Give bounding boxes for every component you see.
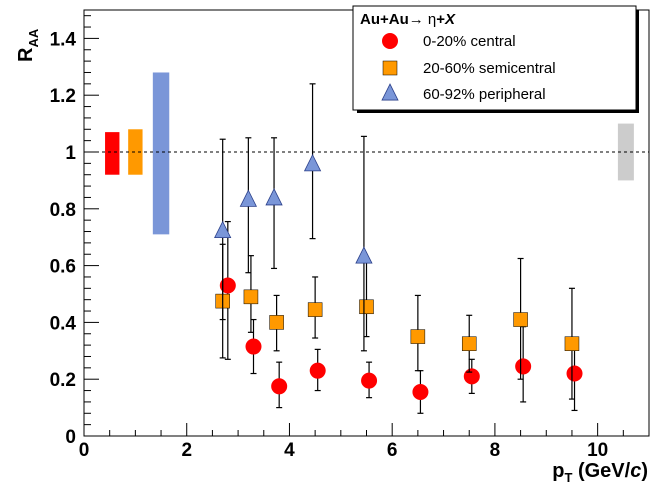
x-axis-label: pT (GeV/c) [552, 460, 648, 485]
y-tick-label: 1.4 [50, 29, 77, 50]
legend-title-b: η [428, 11, 436, 28]
data-point [303, 153, 322, 172]
legend-title: Au+Au→ η+X [360, 11, 456, 28]
x-tick-label: 8 [490, 440, 501, 461]
data-point [271, 378, 288, 395]
x-axis-label-unit-c: c [630, 460, 641, 482]
sys-band-3 [152, 72, 170, 235]
data-point [412, 383, 429, 400]
data-point [361, 372, 378, 389]
x-axis-label-main: p [552, 460, 564, 482]
legend-marker-1 [382, 33, 398, 49]
sys-band-2 [128, 129, 143, 175]
data-point [239, 189, 258, 207]
legend-title-c: + [436, 11, 445, 28]
series-3 [214, 83, 373, 352]
data-point [566, 365, 583, 382]
legend-label-2: 20-60% semicentral [423, 60, 556, 77]
y-tick-label: 0.6 [50, 257, 76, 278]
data-point [463, 368, 480, 385]
data-point [515, 358, 532, 375]
legend-shadow-right [636, 10, 639, 113]
data-point [355, 246, 373, 264]
x-tick-label: 0 [79, 440, 90, 461]
legend-title-d: X [444, 11, 456, 28]
x-axis-label-unit: (GeV/ [572, 460, 630, 482]
y-tick-label: 0 [65, 427, 76, 448]
x-tick-label: 6 [387, 440, 398, 461]
x-tick-label: 4 [284, 440, 295, 461]
legend-marker-2 [382, 60, 398, 76]
data-point [410, 329, 426, 344]
data-point [461, 336, 477, 351]
x-axis-label-unit-close: ) [641, 460, 648, 482]
y-tick-label: 0.2 [50, 370, 76, 391]
legend-shadow-bottom [357, 110, 639, 113]
y-tick-label: 1.2 [50, 86, 76, 107]
data-point [245, 338, 262, 355]
y-tick-label: 0.4 [50, 313, 77, 334]
sys-band-1 [105, 132, 120, 175]
y-axis-label-main: R [15, 47, 37, 62]
data-point [269, 315, 284, 330]
data-point [265, 188, 283, 206]
legend-label-1: 0-20% central [423, 33, 516, 50]
x-axis-label-sub: T [564, 470, 572, 485]
legend-label-3: 60-92% peripheral [423, 86, 546, 103]
y-axis-label-sub: AA [26, 28, 41, 47]
data-point [307, 302, 323, 317]
legend-marker-3 [381, 83, 399, 101]
legend-box [352, 5, 637, 111]
data-point [243, 289, 259, 305]
y-tick-label: 1 [65, 143, 76, 164]
y-tick-label: 0.8 [50, 200, 76, 221]
data-point [564, 336, 580, 351]
x-tick-label: 2 [181, 440, 192, 461]
data-point [359, 299, 374, 315]
data-point [513, 312, 528, 327]
data-point [219, 277, 236, 294]
y-axis-label: RAA [15, 28, 41, 62]
legend-title-a: Au+Au [360, 11, 409, 28]
legend: Au+Au→ η+X 0-20% central 20-60% semicentr… [352, 5, 639, 113]
data-point [309, 362, 326, 379]
data-point [214, 220, 232, 239]
legend-title-arrow: → [409, 11, 428, 28]
x-tick-label: 10 [587, 440, 608, 461]
